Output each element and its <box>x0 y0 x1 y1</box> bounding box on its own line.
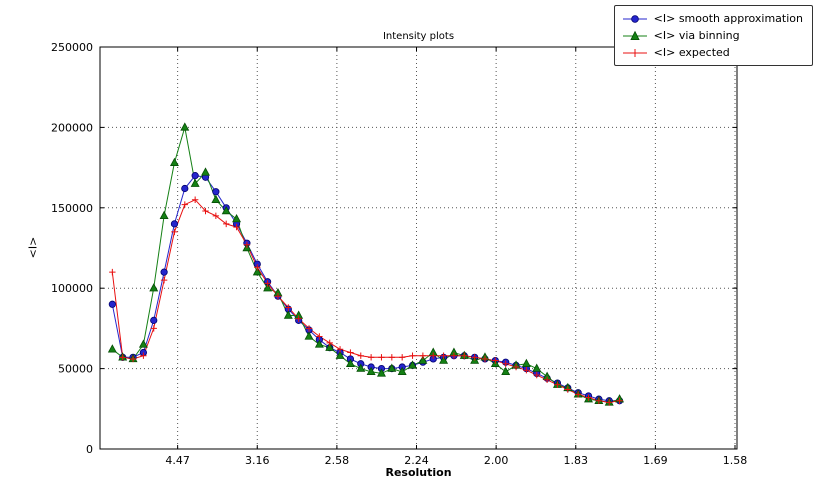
svg-text:50000: 50000 <box>58 363 93 376</box>
legend-triangle-marker-icon <box>622 30 647 40</box>
legend-item-smooth-approximation: <I> smooth approximation <box>621 10 803 27</box>
svg-text:3.16: 3.16 <box>245 454 270 467</box>
svg-text:2.24: 2.24 <box>404 454 429 467</box>
svg-text:200000: 200000 <box>51 121 93 134</box>
svg-text:1.58: 1.58 <box>723 454 748 467</box>
chart-title: Intensity plots <box>382 31 455 42</box>
legend: <I> smooth approximation <I> via binning… <box>613 5 813 66</box>
svg-text:2.00: 2.00 <box>484 454 509 467</box>
svg-text:250000: 250000 <box>51 41 93 54</box>
legend-label: <I> expected <box>653 46 730 59</box>
svg-text:100000: 100000 <box>51 282 93 295</box>
svg-text:1.83: 1.83 <box>564 454 589 467</box>
svg-text:2.58: 2.58 <box>325 454 350 467</box>
legend-plus-marker-icon <box>622 48 647 57</box>
legend-item-via-binning: <I> via binning <box>621 27 803 44</box>
legend-circle-marker-icon <box>622 14 647 23</box>
svg-text:0: 0 <box>86 443 93 456</box>
svg-text:150000: 150000 <box>51 202 93 215</box>
y-axis-label: <I> <box>26 236 40 259</box>
svg-text:1.69: 1.69 <box>643 454 668 467</box>
legend-item-expected: <I> expected <box>621 44 803 61</box>
x-axis-label: Resolution <box>385 466 452 479</box>
legend-label: <I> smooth approximation <box>653 12 803 25</box>
svg-text:4.47: 4.47 <box>165 454 190 467</box>
legend-label: <I> via binning <box>653 29 740 42</box>
